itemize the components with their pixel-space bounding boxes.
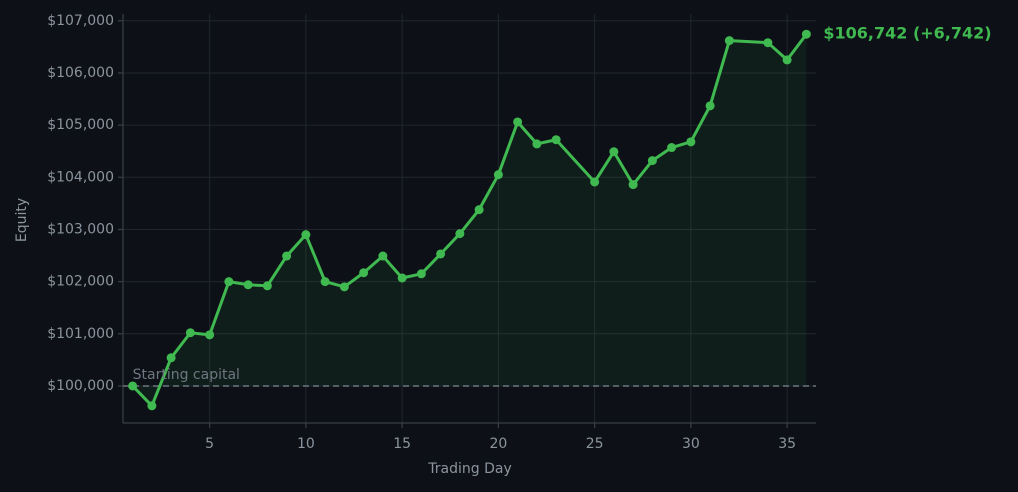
marker <box>628 180 638 190</box>
marker <box>801 29 811 39</box>
marker <box>359 268 369 278</box>
marker <box>147 401 157 411</box>
x-tick-label: 5 <box>205 436 214 452</box>
x-tick-label: 35 <box>778 436 796 452</box>
area <box>132 34 807 406</box>
marker <box>320 277 330 287</box>
x-tick-label: 30 <box>682 436 700 452</box>
y-tick-label: $106,000 <box>47 65 114 81</box>
marker <box>493 170 503 180</box>
x-tick-label: 25 <box>586 436 604 452</box>
marker <box>205 330 215 340</box>
marker <box>301 230 311 240</box>
y-tick-label: $104,000 <box>47 169 114 185</box>
y-tick-label: $102,000 <box>47 274 114 290</box>
x-tick-label: 20 <box>489 436 507 452</box>
marker <box>397 273 407 283</box>
marker <box>609 147 619 157</box>
marker <box>551 135 561 145</box>
line <box>131 33 808 408</box>
marker <box>455 229 465 239</box>
x-tick-label: 15 <box>393 436 411 452</box>
marker <box>686 137 696 147</box>
baseline-label: Starting capital <box>133 367 240 383</box>
marker <box>224 277 234 287</box>
marker <box>128 381 138 391</box>
marker <box>782 55 792 65</box>
marker <box>282 251 292 261</box>
marker <box>185 328 195 338</box>
marker <box>705 101 715 111</box>
marker <box>339 282 349 292</box>
marker <box>416 269 426 279</box>
marker <box>436 249 446 259</box>
y-tick-label: $103,000 <box>47 221 114 237</box>
marker <box>724 36 734 46</box>
y-axis-label: Equity <box>14 198 30 242</box>
y-tick-label: $101,000 <box>47 326 114 342</box>
annotation: $106,742 (+6,742) <box>823 24 991 43</box>
y-tick-label: $107,000 <box>47 13 114 29</box>
y-tick-label: $100,000 <box>47 378 114 394</box>
y-tick-label: $105,000 <box>47 117 114 133</box>
marker <box>513 117 523 127</box>
x-tick-label: 10 <box>297 436 315 452</box>
marker <box>763 38 773 48</box>
x-axis-label: Trading Day <box>427 461 511 477</box>
marker <box>667 143 677 153</box>
marker <box>532 139 542 149</box>
marker <box>590 177 600 187</box>
marker <box>647 156 657 166</box>
marker <box>474 205 484 215</box>
marker <box>166 353 176 363</box>
marker <box>243 280 253 290</box>
marker <box>262 281 272 291</box>
marker <box>378 251 388 261</box>
